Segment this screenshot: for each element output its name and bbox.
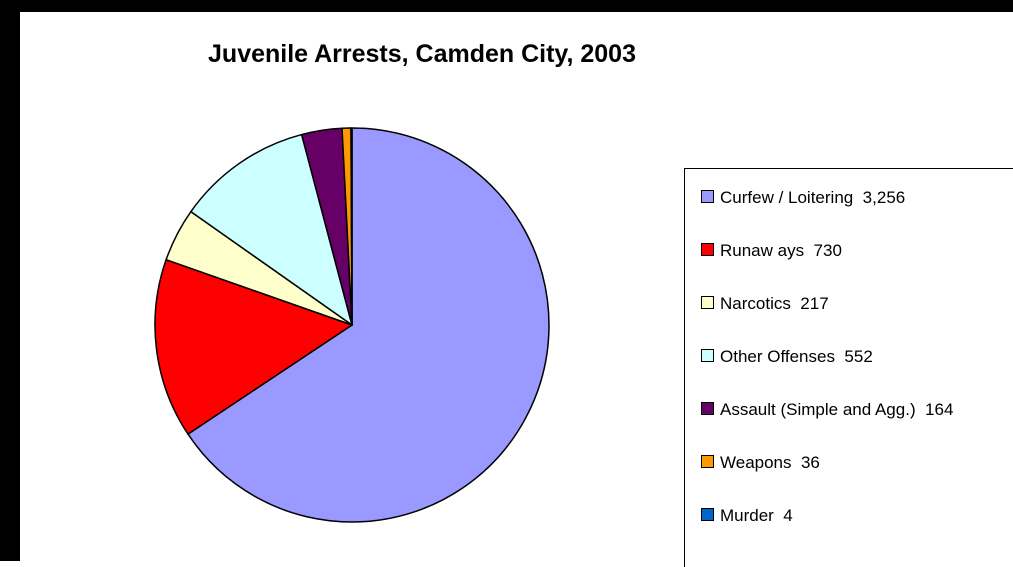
legend-swatch	[701, 402, 714, 416]
pie-slice-6	[350, 127, 353, 326]
legend-swatch	[701, 296, 714, 310]
legend-swatch	[701, 508, 714, 522]
pie-slice-0	[187, 127, 550, 523]
legend-value: 730	[804, 241, 842, 260]
legend-value: 164	[915, 400, 954, 419]
legend-label: Other Offenses	[720, 347, 835, 366]
legend-item-5: Weapons 36	[701, 452, 820, 474]
legend-item-6: Murder 4	[701, 505, 793, 527]
legend-swatch	[701, 349, 714, 363]
legend-label: Weapons	[720, 453, 792, 472]
chart-area: Juvenile Arrests, Camden City, 2003 Curf…	[20, 12, 1013, 567]
legend-value: 4	[773, 506, 793, 525]
legend-value: 3,256	[853, 188, 906, 207]
legend-item-3: Other Offenses 552	[701, 346, 873, 368]
legend-value: 552	[834, 347, 873, 366]
legend-item-0: Curfew / Loitering 3,256	[701, 187, 905, 209]
pie-chart	[154, 127, 550, 523]
legend-value: 36	[791, 453, 820, 472]
legend-label: Assault (Simple and Agg.)	[720, 400, 916, 419]
legend-swatch	[701, 243, 714, 257]
pie-slice-3	[190, 133, 353, 326]
legend-value: 217	[790, 294, 829, 313]
legend-swatch	[701, 190, 714, 204]
legend-item-4: Assault (Simple and Agg.) 164	[701, 399, 953, 421]
legend: Curfew / Loitering 3,256 Runaw ays 730 Nar…	[684, 168, 1013, 567]
pie-slices	[154, 127, 550, 523]
legend-item-2: Narcotics 217	[701, 293, 829, 315]
legend-label: Narcotics	[720, 294, 791, 313]
legend-swatch	[701, 455, 714, 469]
legend-label: Curfew / Loitering	[720, 188, 854, 207]
legend-item-1: Runaw ays 730	[701, 240, 842, 262]
chart-title: Juvenile Arrests, Camden City, 2003	[208, 40, 636, 68]
legend-label: Murder	[720, 506, 774, 525]
pie-slice-1	[154, 258, 353, 435]
legend-label: Runaw ays	[720, 241, 805, 260]
